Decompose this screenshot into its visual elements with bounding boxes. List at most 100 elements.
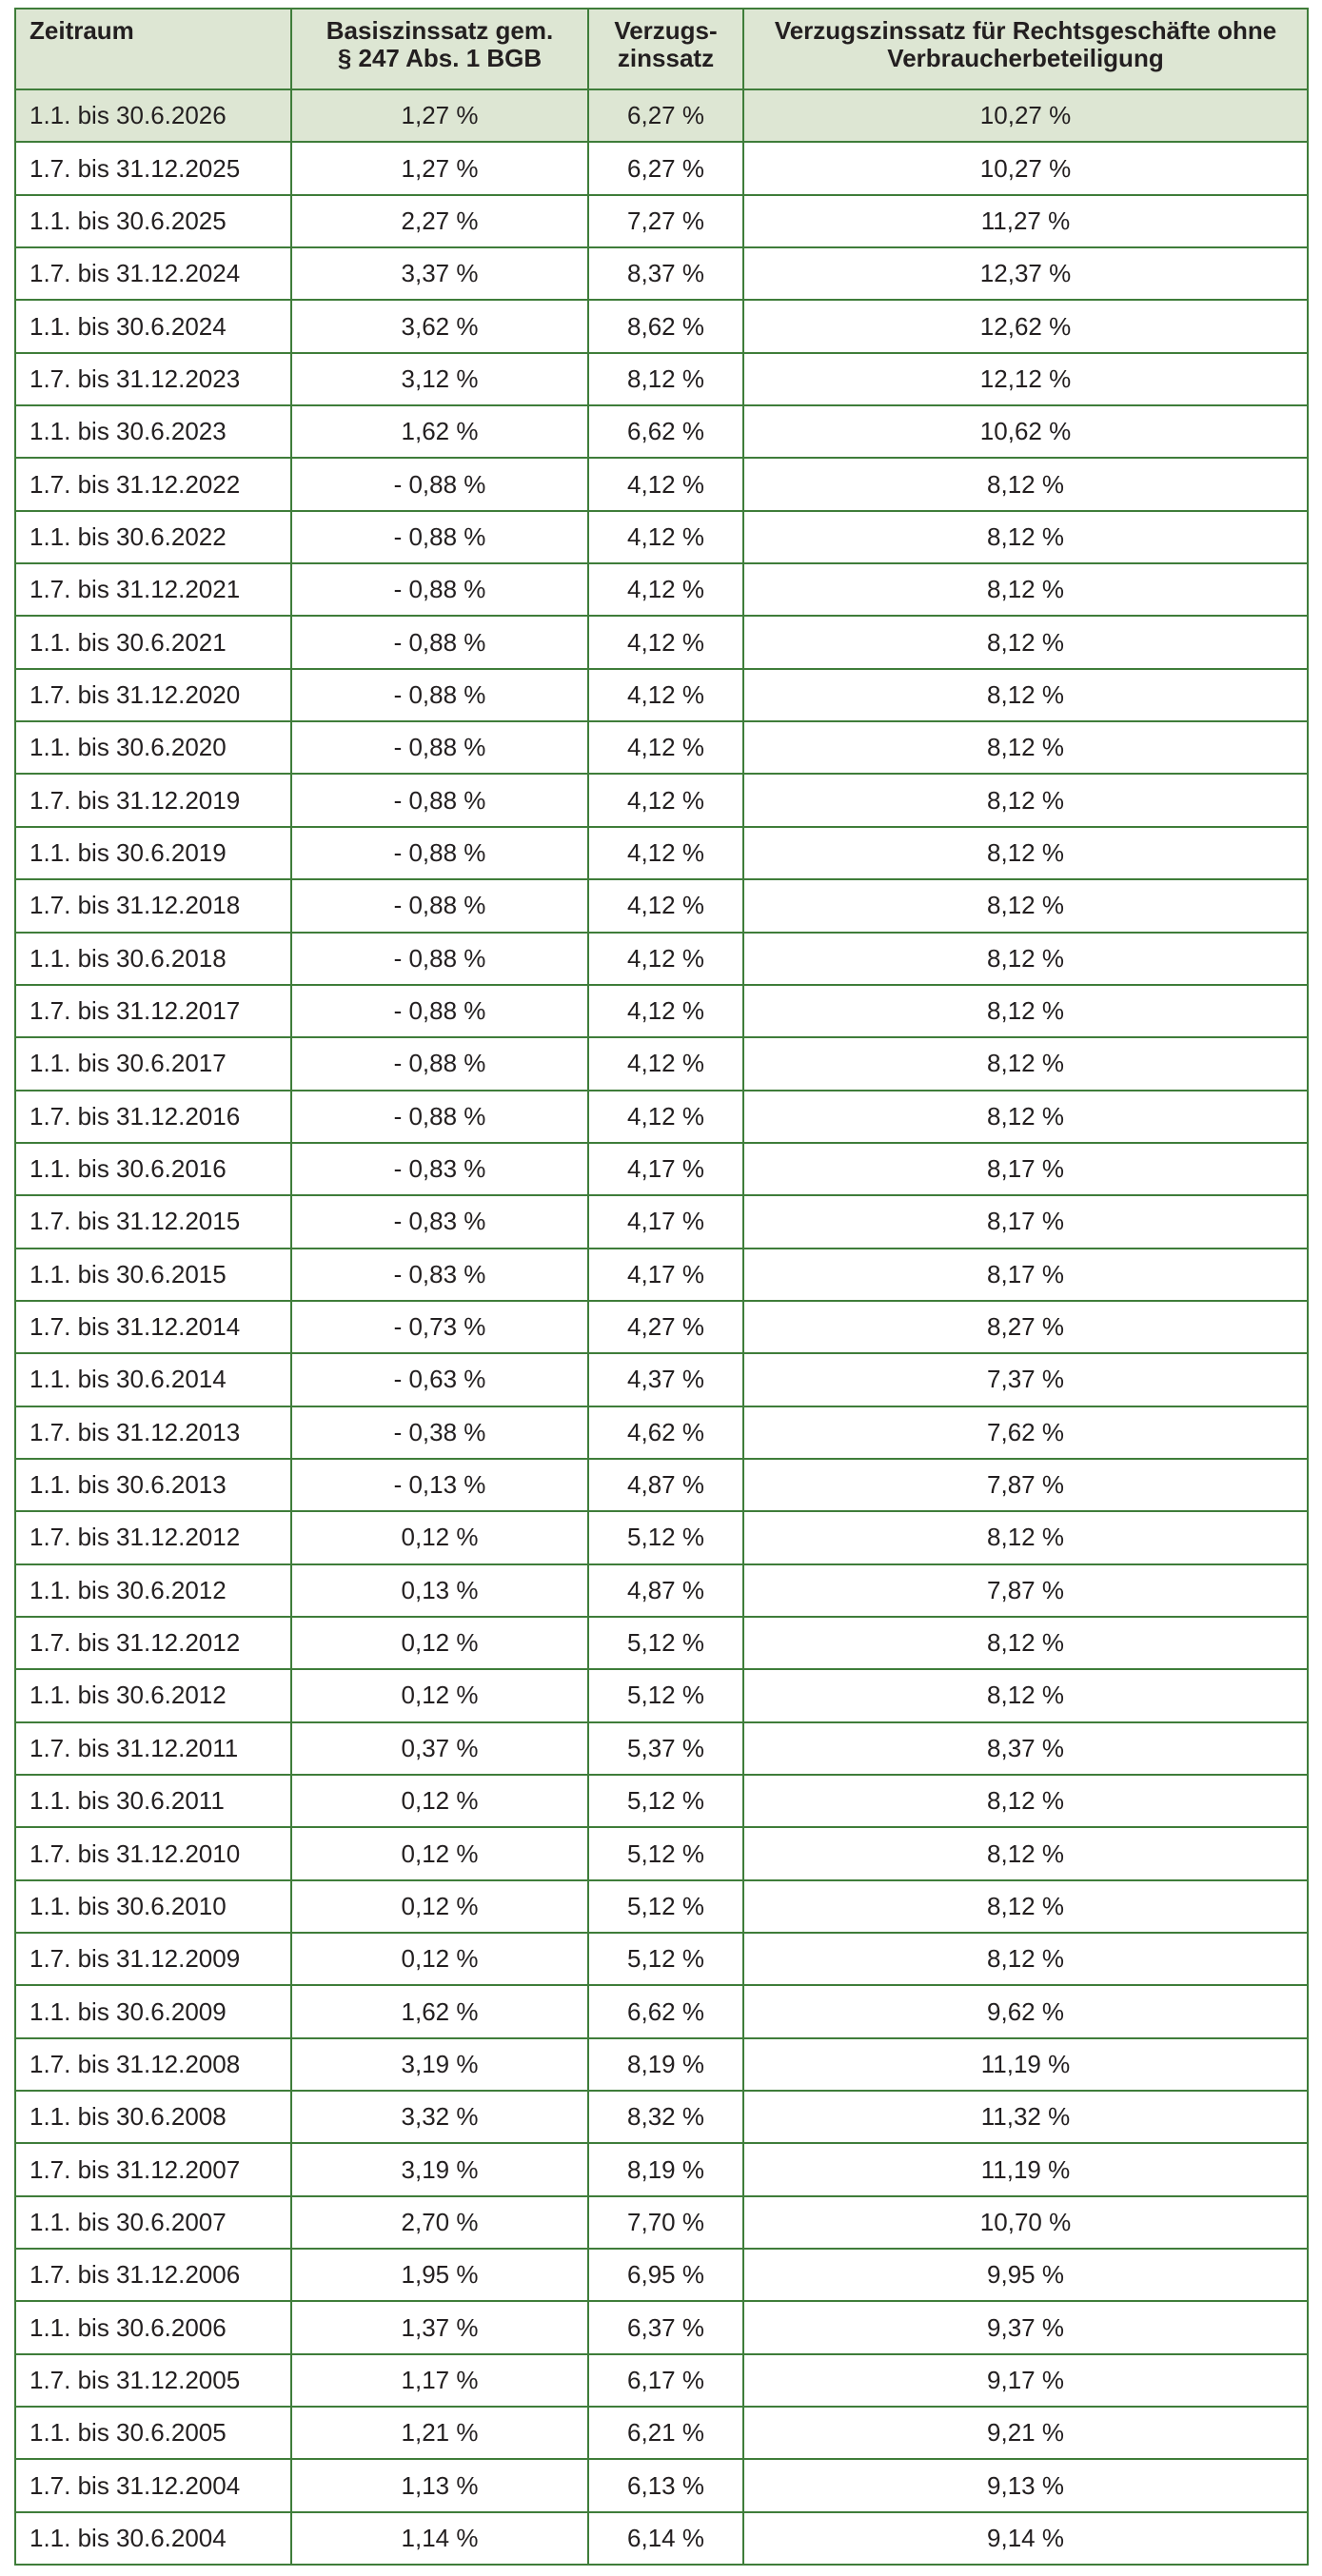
cell-base-rate: - 0,63 %: [290, 1352, 589, 1407]
cell-period: 1.1. bis 30.6.2023: [14, 404, 292, 460]
cell-default-rate: 6,17 %: [587, 2352, 744, 2409]
table-row: 1.1. bis 30.6.2021- 0,88 % 4,12 % 8,12 %: [14, 615, 1309, 670]
table-row: 1.7. bis 31.12.2004 1,13 % 6,13 % 9,13 %: [14, 2458, 1309, 2513]
table-row: 1.1. bis 30.6.2008 3,32 % 8,32 % 11,32 %: [14, 2090, 1309, 2145]
header-default-rate-line-1: Verzugs-: [614, 16, 718, 45]
cell-period: 1.1. bis 30.6.2005: [14, 2406, 292, 2461]
cell-business-default-rate: 8,37 %: [742, 1721, 1309, 1777]
cell-base-rate: 3,62 %: [290, 299, 589, 354]
cell-business-default-rate: 10,62 %: [742, 404, 1309, 460]
cell-base-rate: 1,17 %: [290, 2352, 589, 2409]
cell-base-rate: - 0,83 %: [290, 1194, 589, 1249]
cell-business-default-rate: 8,12 %: [742, 773, 1309, 828]
table-header: Zeitraum Basiszinssatz gem. § 247 Abs. 1…: [14, 8, 1309, 90]
cell-base-rate: - 0,38 %: [290, 1405, 589, 1460]
table-row: 1.7. bis 31.12.2007 3,19 % 8,19 % 11,19 %: [14, 2142, 1309, 2197]
cell-business-default-rate: 9,17 %: [742, 2352, 1309, 2409]
cell-period: 1.1. bis 30.6.2026: [14, 88, 292, 144]
cell-business-default-rate: 7,62 %: [742, 1405, 1309, 1460]
cell-business-default-rate: 8,12 %: [742, 667, 1309, 723]
table-row: 1.7. bis 31.12.2020- 0,88 % 4,12 % 8,12 %: [14, 667, 1309, 723]
cell-base-rate: 2,70 %: [290, 2194, 589, 2251]
cell-period: 1.7. bis 31.12.2006: [14, 2248, 292, 2303]
cell-base-rate: - 0,83 %: [290, 1141, 589, 1197]
cell-business-default-rate: 7,87 %: [742, 1563, 1309, 1618]
cell-period: 1.1. bis 30.6.2006: [14, 2300, 292, 2355]
cell-default-rate: 4,62 %: [587, 1405, 744, 1460]
cell-default-rate: 6,62 %: [587, 1984, 744, 2039]
table-row: 1.7. bis 31.12.2013- 0,38 % 4,62 % 7,62 %: [14, 1405, 1309, 1460]
cell-business-default-rate: 9,14 %: [742, 2510, 1309, 2566]
table-row: 1.1. bis 30.6.2013- 0,13 % 4,87 % 7,87 %: [14, 1457, 1309, 1513]
cell-period: 1.7. bis 31.12.2011: [14, 1721, 292, 1777]
cell-period: 1.1. bis 30.6.2004: [14, 2510, 292, 2566]
header-business-default-rate-line-1: Verzugszinssatz für Rechtsgeschäfte ohne: [774, 16, 1277, 45]
cell-default-rate: 4,27 %: [587, 1299, 744, 1355]
cell-base-rate: - 0,88 %: [290, 615, 589, 670]
cell-base-rate: - 0,88 %: [290, 457, 589, 512]
cell-default-rate: 5,12 %: [587, 1668, 744, 1723]
cell-period: 1.7. bis 31.12.2010: [14, 1826, 292, 1881]
cell-business-default-rate: 8,17 %: [742, 1194, 1309, 1249]
cell-business-default-rate: 11,19 %: [742, 2036, 1309, 2093]
cell-period: 1.1. bis 30.6.2021: [14, 615, 292, 670]
cell-business-default-rate: 7,87 %: [742, 1457, 1309, 1513]
cell-base-rate: 1,62 %: [290, 1984, 589, 2039]
table-row: 1.7. bis 31.12.2022- 0,88 % 4,12 % 8,12 %: [14, 457, 1309, 512]
cell-default-rate: 6,37 %: [587, 2300, 744, 2355]
table-row: 1.1. bis 30.6.2016- 0,83 % 4,17 % 8,17 %: [14, 1141, 1309, 1197]
cell-default-rate: 7,27 %: [587, 193, 744, 249]
cell-base-rate: 0,12 %: [290, 1826, 589, 1881]
cell-business-default-rate: 8,27 %: [742, 1299, 1309, 1355]
table-row: 1.7. bis 31.12.2017- 0,88 % 4,12 % 8,12 %: [14, 983, 1309, 1039]
cell-default-rate: 4,12 %: [587, 825, 744, 881]
cell-period: 1.7. bis 31.12.2012: [14, 1510, 292, 1565]
cell-default-rate: 4,12 %: [587, 509, 744, 565]
cell-business-default-rate: 11,19 %: [742, 2142, 1309, 2197]
cell-business-default-rate: 8,12 %: [742, 615, 1309, 670]
table-row: 1.1. bis 30.6.2012 0,13 % 4,87 % 7,87 %: [14, 1563, 1309, 1618]
cell-business-default-rate: 8,12 %: [742, 562, 1309, 618]
table-row: 1.7. bis 31.12.2012 0,12 % 5,12 % 8,12 %: [14, 1615, 1309, 1671]
cell-business-default-rate: 10,70 %: [742, 2194, 1309, 2251]
cell-base-rate: 1,95 %: [290, 2248, 589, 2303]
cell-default-rate: 4,12 %: [587, 983, 744, 1039]
cell-business-default-rate: 11,32 %: [742, 2090, 1309, 2145]
cell-period: 1.1. bis 30.6.2009: [14, 1984, 292, 2039]
cell-base-rate: - 0,13 %: [290, 1457, 589, 1513]
table-row: 1.7. bis 31.12.2014- 0,73 % 4,27 % 8,27 %: [14, 1299, 1309, 1355]
cell-period: 1.7. bis 31.12.2025: [14, 141, 292, 196]
cell-base-rate: - 0,88 %: [290, 720, 589, 776]
table-row: 1.1. bis 30.6.2005 1,21 % 6,21 % 9,21 %: [14, 2406, 1309, 2461]
cell-period: 1.1. bis 30.6.2018: [14, 931, 292, 986]
cell-business-default-rate: 8,12 %: [742, 1932, 1309, 1987]
cell-period: 1.1. bis 30.6.2010: [14, 1878, 292, 1935]
cell-base-rate: - 0,73 %: [290, 1299, 589, 1355]
cell-business-default-rate: 12,12 %: [742, 351, 1309, 407]
cell-period: 1.1. bis 30.6.2020: [14, 720, 292, 776]
table-row: 1.1. bis 30.6.2020- 0,88 % 4,12 % 8,12 %: [14, 720, 1309, 776]
cell-base-rate: 0,12 %: [290, 1932, 589, 1987]
table-row: 1.1. bis 30.6.2006 1,37 % 6,37 % 9,37 %: [14, 2300, 1309, 2355]
cell-period: 1.7. bis 31.12.2004: [14, 2458, 292, 2513]
cell-base-rate: - 0,88 %: [290, 1036, 589, 1091]
table-row: 1.7. bis 31.12.2025 1,27 % 6,27 % 10,27 %: [14, 141, 1309, 196]
cell-period: 1.7. bis 31.12.2007: [14, 2142, 292, 2197]
cell-business-default-rate: 9,13 %: [742, 2458, 1309, 2513]
cell-default-rate: 5,37 %: [587, 1721, 744, 1777]
table-row: 1.1. bis 30.6.2026 1,27 % 6,27 % 10,27 %: [14, 88, 1309, 144]
interest-rate-table-container: Zeitraum Basiszinssatz gem. § 247 Abs. 1…: [14, 8, 1309, 2566]
table-row: 1.1. bis 30.6.2014- 0,63 % 4,37 % 7,37 %: [14, 1352, 1309, 1407]
table-row: 1.7. bis 31.12.2005 1,17 % 6,17 % 9,17 %: [14, 2352, 1309, 2409]
header-period-line-1: Zeitraum: [30, 16, 134, 45]
table-row: 1.7. bis 31.12.2011 0,37 % 5,37 % 8,37 %: [14, 1721, 1309, 1777]
cell-business-default-rate: 8,12 %: [742, 1615, 1309, 1671]
cell-base-rate: 3,32 %: [290, 2090, 589, 2145]
cell-default-rate: 5,12 %: [587, 1773, 744, 1829]
cell-period: 1.7. bis 31.12.2019: [14, 773, 292, 828]
cell-period: 1.7. bis 31.12.2022: [14, 457, 292, 512]
cell-default-rate: 8,19 %: [587, 2036, 744, 2093]
cell-business-default-rate: 9,95 %: [742, 2248, 1309, 2303]
table-row: 1.7. bis 31.12.2009 0,12 % 5,12 % 8,12 %: [14, 1932, 1309, 1987]
cell-base-rate: 3,37 %: [290, 246, 589, 302]
